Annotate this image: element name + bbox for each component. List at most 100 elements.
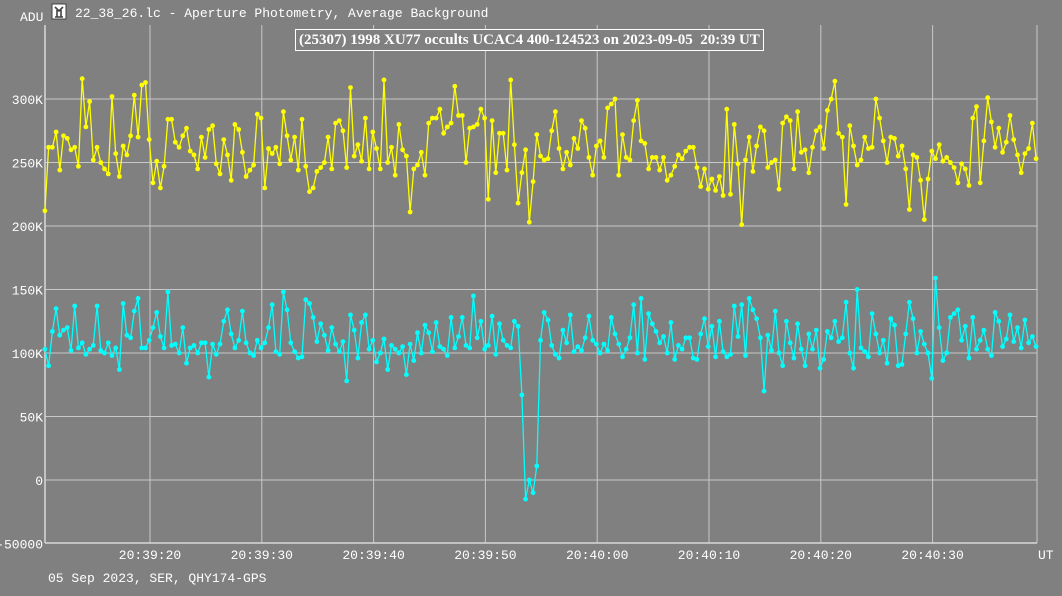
data-point-target [914, 350, 920, 356]
data-point-comparison [150, 180, 156, 186]
data-point-target [228, 331, 234, 337]
data-point-target [862, 349, 868, 355]
data-point-target [698, 331, 704, 337]
data-point-comparison [322, 160, 327, 165]
data-point-comparison [158, 185, 163, 191]
data-point-comparison [705, 186, 711, 192]
data-point-comparison [102, 166, 107, 172]
data-point-comparison [184, 125, 189, 131]
data-point-comparison [217, 171, 223, 177]
series-line-comparison [44, 78, 1037, 225]
data-point-comparison [526, 219, 532, 225]
data-point-target [556, 355, 562, 361]
data-point-target [404, 372, 409, 377]
data-point-target [407, 341, 413, 347]
data-point-target [176, 350, 182, 356]
data-point-target [664, 350, 670, 356]
data-point-target [676, 343, 681, 348]
data-point-target [422, 322, 428, 328]
data-point-target [955, 307, 961, 313]
data-point-comparison [892, 136, 897, 141]
data-point-comparison [143, 80, 148, 85]
data-point-target [869, 311, 875, 316]
data-point-target [720, 349, 726, 355]
data-point-comparison [128, 133, 134, 139]
data-point-target [83, 351, 89, 357]
data-point-target [940, 358, 946, 363]
data-point-target [575, 344, 581, 349]
data-point-target [534, 463, 540, 469]
data-point-target [284, 307, 290, 313]
data-point-target [370, 337, 376, 343]
data-point-comparison [690, 144, 696, 150]
x-tick-label: 20:40:10 [678, 548, 740, 563]
data-point-comparison [959, 161, 964, 167]
data-point-target [638, 296, 644, 301]
data-point-comparison [467, 125, 473, 131]
data-point-target [668, 320, 674, 325]
data-point-target [992, 310, 998, 315]
data-point-target [314, 339, 320, 344]
data-point-comparison [832, 78, 838, 84]
data-point-comparison [649, 155, 655, 160]
data-point-target [485, 343, 491, 348]
data-point-target [500, 337, 506, 343]
data-point-comparison [76, 163, 81, 169]
data-point-target [974, 346, 979, 352]
data-point-comparison [392, 172, 398, 178]
data-point-target [717, 318, 722, 324]
data-point-target [169, 343, 175, 348]
data-point-target [746, 296, 752, 301]
data-point-target [441, 346, 446, 352]
data-point-target [985, 346, 991, 352]
data-point-target [866, 354, 871, 360]
data-point-target [418, 350, 424, 356]
data-point-comparison [664, 177, 670, 183]
data-point-comparison [139, 82, 145, 88]
series-comparison [42, 76, 1039, 228]
data-point-target [616, 341, 622, 347]
data-point-comparison [966, 183, 972, 188]
data-point-comparison [396, 122, 402, 127]
data-point-comparison [68, 147, 74, 153]
data-point-comparison [642, 141, 648, 146]
data-point-target [411, 358, 417, 363]
data-point-comparison [292, 134, 297, 140]
data-point-comparison [366, 166, 372, 172]
data-point-target [489, 313, 495, 319]
data-point-target [888, 316, 894, 322]
data-point-target [903, 331, 909, 337]
data-point-comparison [731, 122, 737, 127]
data-point-target [381, 336, 387, 342]
data-point-target [661, 334, 666, 339]
data-point-comparison [98, 160, 104, 165]
data-point-comparison [463, 160, 469, 165]
data-point-target [266, 325, 271, 330]
data-point-target [713, 354, 718, 360]
data-point-comparison [329, 166, 335, 172]
data-point-target [750, 307, 756, 313]
data-point-target [396, 350, 402, 356]
data-point-target [210, 341, 216, 347]
y-tick-label: 200K [12, 220, 43, 235]
data-point-comparison [94, 144, 100, 150]
data-point-comparison [750, 169, 756, 174]
data-point-comparison [53, 129, 59, 135]
data-point-comparison [970, 115, 976, 121]
data-point-target [269, 302, 275, 308]
data-point-target [392, 346, 398, 352]
data-point-target [612, 331, 618, 337]
data-point-comparison [616, 172, 622, 178]
data-point-target [400, 344, 405, 349]
data-point-target [810, 346, 815, 352]
data-point-comparison [683, 148, 689, 154]
data-point-target [1022, 317, 1028, 323]
data-point-comparison [813, 128, 819, 134]
data-point-comparison [888, 134, 894, 140]
data-point-target [579, 348, 584, 353]
data-point-target [128, 335, 134, 341]
data-point-comparison [348, 85, 353, 90]
data-point-comparison [135, 134, 141, 140]
data-point-target [847, 350, 853, 356]
data-point-comparison [754, 143, 759, 149]
